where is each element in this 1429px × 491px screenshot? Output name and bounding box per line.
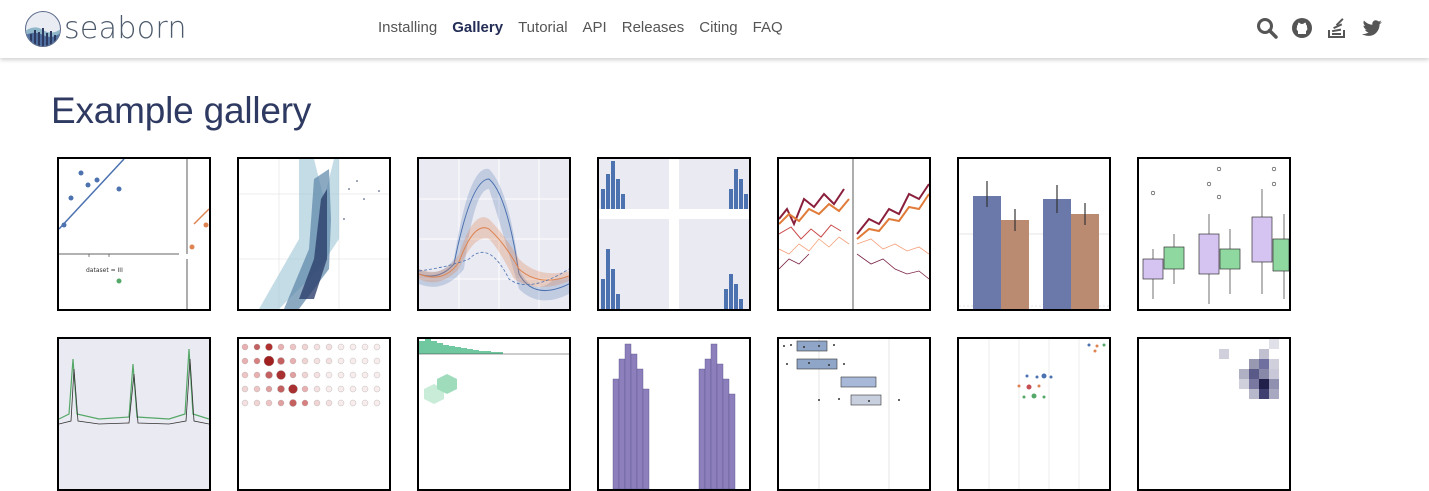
nav-faq[interactable]: FAQ <box>752 19 783 36</box>
main-nav: Installing Gallery Tutorial API Releases… <box>378 19 798 36</box>
gallery-thumb-grouped-boxplot[interactable] <box>1137 157 1291 311</box>
timeseries-band-plot-image <box>419 159 569 309</box>
nav-citing[interactable]: Citing <box>699 19 738 36</box>
github-icon[interactable] <box>1291 17 1313 39</box>
seaborn-logo-icon <box>25 11 61 47</box>
gallery-thumb-line-peaks[interactable] <box>57 337 211 491</box>
anscombe-facet-label: dataset = III <box>86 267 123 274</box>
stacked-histogram-plot-image <box>599 339 749 489</box>
brand-name: seaborn <box>64 11 187 46</box>
top-navbar: seaborn Installing Gallery Tutorial API … <box>0 0 1429 58</box>
gallery-thumb-hexbin-marginals[interactable] <box>417 337 571 491</box>
twitter-icon[interactable] <box>1361 17 1383 39</box>
gallery-thumb-horizontal-boxplot[interactable] <box>777 337 931 491</box>
dot-heatmap-plot-image <box>239 339 389 489</box>
header-icons <box>1256 17 1383 39</box>
gallery-thumb-pair-histograms[interactable] <box>597 157 751 311</box>
gallery-thumb-multiple-lines[interactable] <box>777 157 931 311</box>
gallery-thumb-timeseries-bands[interactable] <box>417 157 571 311</box>
pointplot-strip-image <box>959 339 1109 489</box>
nav-tutorial[interactable]: Tutorial <box>518 19 568 36</box>
brand-logo[interactable]: seaborn <box>24 9 187 49</box>
gallery-thumb-dot-heatmap[interactable] <box>237 337 391 491</box>
nav-gallery[interactable]: Gallery <box>452 19 504 36</box>
scatter-density-plot-image <box>239 159 389 309</box>
nav-api[interactable]: API <box>582 19 607 36</box>
horizontal-boxplot-image <box>779 339 929 489</box>
grouped-barplot-image <box>959 159 1109 309</box>
heatmap-grid-image <box>1139 339 1289 489</box>
search-icon[interactable] <box>1256 17 1278 39</box>
gallery-thumb-grouped-barplot[interactable] <box>957 157 1111 311</box>
gallery-thumb-anscombes-quartet[interactable]: dataset = III <box>57 157 211 311</box>
hexbin-marginal-plot-image <box>419 339 569 489</box>
gallery-thumb-heatmap-grid[interactable] <box>1137 337 1291 491</box>
stackoverflow-icon[interactable] <box>1326 17 1348 39</box>
nav-installing[interactable]: Installing <box>378 19 438 36</box>
line-peaks-plot-image <box>59 339 209 489</box>
grouped-boxplot-image <box>1139 159 1289 309</box>
multiple-lines-plot-image <box>779 159 929 309</box>
page-title: Example gallery <box>51 90 312 131</box>
pair-histogram-plot-image <box>599 159 749 309</box>
gallery-thumb-scatter-density[interactable] <box>237 157 391 311</box>
gallery-thumb-stacked-histogram[interactable] <box>597 337 751 491</box>
gallery-thumb-pointplot-strips[interactable] <box>957 337 1111 491</box>
anscombe-plot-image: dataset = III <box>59 159 209 309</box>
nav-releases[interactable]: Releases <box>621 19 685 36</box>
